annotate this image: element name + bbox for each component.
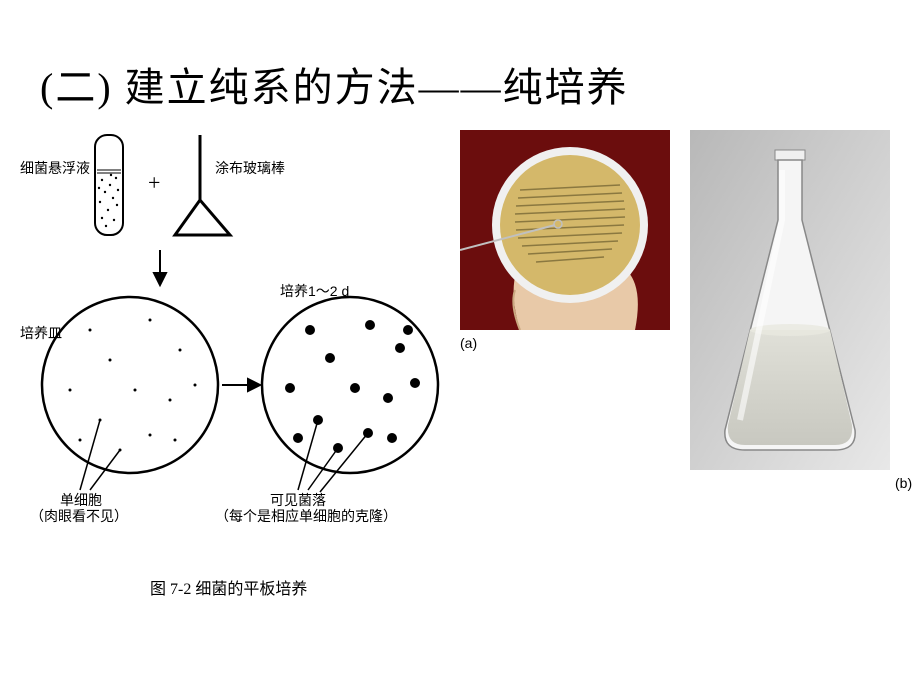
label-incubate: 培养1～2 d	[280, 283, 349, 300]
label-single-cell-2: （肉眼看不见）	[30, 508, 128, 525]
petri-dish-left	[42, 297, 218, 490]
petri-dish-right	[262, 297, 438, 492]
diagram-plate-culture: +	[20, 130, 440, 565]
photo-b-svg	[690, 130, 890, 470]
test-tube-icon	[95, 135, 123, 235]
photo-b-label: (b)	[895, 475, 912, 491]
label-spreader: 涂布玻璃棒	[215, 160, 285, 177]
label-colony-2: （每个是相应单细胞的克隆）	[215, 508, 397, 525]
plus-sign: +	[148, 170, 160, 195]
label-colony-1: 可见菌落	[270, 492, 326, 509]
diagram-caption: 图 7-2 细菌的平板培养	[150, 575, 307, 599]
photo-b	[690, 130, 890, 470]
label-suspension: 细菌悬浮液	[20, 160, 90, 177]
spreader-icon	[175, 135, 230, 235]
photo-a	[460, 130, 670, 330]
label-dish: 培养皿	[20, 325, 62, 342]
label-single-cell-1: 单细胞	[60, 492, 102, 509]
photo-a-svg	[460, 130, 670, 330]
arrow-down-icon	[154, 250, 166, 285]
photo-a-label: (a)	[460, 335, 477, 351]
page-title: (二) 建立纯系的方法——纯培养	[40, 55, 629, 113]
arrow-right-icon	[222, 379, 260, 391]
